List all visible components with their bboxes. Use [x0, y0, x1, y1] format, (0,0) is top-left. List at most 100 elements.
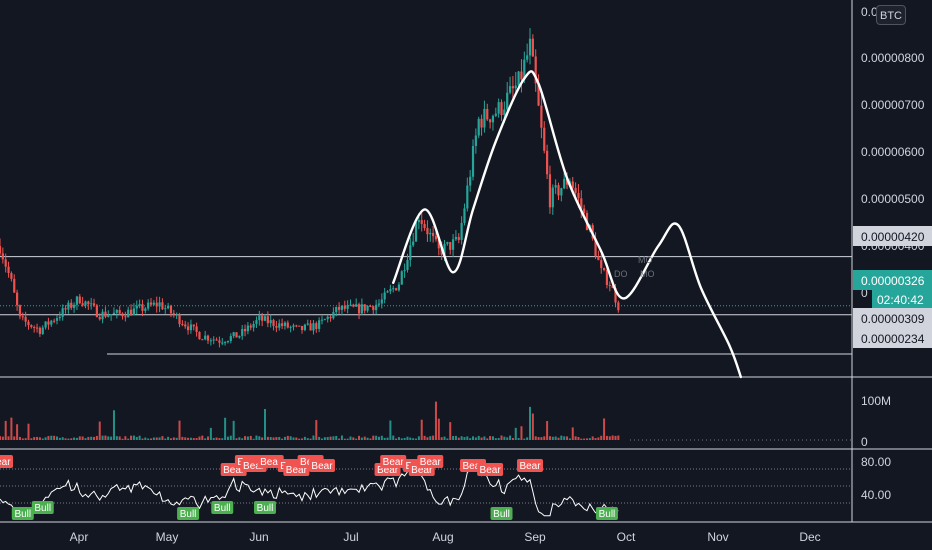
candle-body	[38, 327, 41, 334]
signal-text: Bull	[34, 503, 51, 514]
candle-body	[132, 308, 136, 316]
candle-body	[611, 285, 614, 288]
candle-body	[528, 38, 532, 56]
candle-body	[64, 308, 67, 310]
candle-body	[221, 342, 224, 344]
volume-bar	[457, 437, 460, 440]
volume-bar	[198, 436, 201, 440]
candle-body	[523, 59, 526, 80]
candle-body	[583, 208, 586, 213]
candle-body	[434, 236, 438, 240]
candle-body	[414, 222, 418, 242]
candle-body	[21, 316, 24, 318]
volume-bar	[110, 436, 113, 440]
volume-bar	[543, 436, 546, 440]
bear-signal: Bear	[308, 459, 335, 472]
candle-body	[383, 292, 386, 300]
signal-text: Bear	[243, 461, 265, 472]
bull-signal: Bull	[11, 507, 34, 520]
bear-signal: Bear	[477, 463, 504, 476]
signal-box	[257, 455, 284, 468]
candle-body	[7, 266, 10, 274]
volume-bar	[144, 437, 147, 440]
price-axis: 0.0 0.00000800 0.00000700 0.00000600 0.0…	[853, 5, 932, 348]
volume-bar	[440, 437, 443, 440]
volume-bar	[566, 436, 569, 440]
candle-body	[255, 320, 258, 324]
volume-bar	[16, 424, 19, 440]
volume-bar	[363, 436, 366, 440]
candle-body	[369, 306, 372, 308]
candle-body	[312, 323, 315, 331]
candle-body	[286, 322, 289, 328]
volume-bar	[329, 436, 332, 440]
volume-bar	[4, 420, 7, 440]
candle-body	[224, 342, 227, 344]
time-tick-aug: Aug	[432, 530, 453, 544]
candle-body	[167, 305, 170, 309]
volume-bar	[494, 438, 497, 440]
volume-bar	[232, 420, 235, 440]
volume-bar	[81, 436, 84, 440]
signal-box	[211, 501, 234, 514]
candle-body	[195, 326, 198, 332]
candle-body	[340, 305, 344, 310]
volume-tick-0: 0	[861, 435, 868, 449]
candle-body	[226, 340, 230, 343]
volume-bar	[594, 438, 597, 440]
volume-bar	[585, 438, 588, 440]
bear-signal: Bear	[0, 455, 13, 468]
volume-bar	[286, 435, 289, 440]
time-tick-oct: Oct	[617, 530, 636, 544]
volume-bar	[537, 437, 540, 440]
candle-body	[53, 320, 56, 322]
volume-bar	[235, 438, 238, 440]
signal-box	[380, 455, 407, 468]
volume-bar	[338, 438, 341, 440]
candle-body	[218, 340, 221, 343]
volume-bar	[295, 437, 298, 440]
ghost-label-3: MO	[640, 269, 655, 279]
candle-body	[232, 332, 235, 337]
volume-bar	[583, 438, 586, 440]
signal-box	[0, 455, 13, 468]
countdown-label: 02:40:42	[877, 293, 924, 307]
candle-body	[574, 187, 577, 193]
candle-body	[44, 321, 47, 328]
candle-body	[283, 322, 287, 326]
volume-bar	[511, 437, 514, 440]
volume-bar	[101, 435, 104, 440]
candle-body	[90, 303, 93, 305]
volume-bar	[375, 435, 378, 440]
volume-bar	[446, 438, 449, 440]
candle-body	[346, 305, 349, 309]
volume-bar	[531, 413, 534, 440]
volume-bar	[312, 435, 315, 440]
currency-badge[interactable]: BTC	[876, 5, 906, 25]
volume-bar	[349, 436, 352, 440]
candle-body	[67, 302, 70, 310]
volume-bar	[50, 435, 53, 440]
volume-bar	[266, 436, 269, 440]
signal-box	[595, 507, 618, 520]
candle-body	[318, 320, 321, 329]
volume-bar	[400, 438, 403, 440]
candle-body	[235, 332, 238, 338]
volume-axis: 100M 0	[861, 394, 891, 449]
candle-body	[87, 301, 90, 305]
volume-bar	[506, 437, 509, 440]
signal-text: Bear	[462, 461, 484, 472]
volume-bar	[480, 437, 483, 440]
volume-bar	[172, 437, 175, 440]
candle-body	[112, 312, 116, 315]
volume-bar	[560, 435, 563, 440]
volume-bar	[409, 437, 412, 440]
signal-text: Bear	[383, 457, 405, 468]
signal-text: Bear	[260, 457, 282, 468]
candle-body	[432, 232, 435, 237]
candle-body	[449, 242, 452, 250]
candle-body	[0, 246, 2, 254]
candle-body	[27, 321, 30, 326]
